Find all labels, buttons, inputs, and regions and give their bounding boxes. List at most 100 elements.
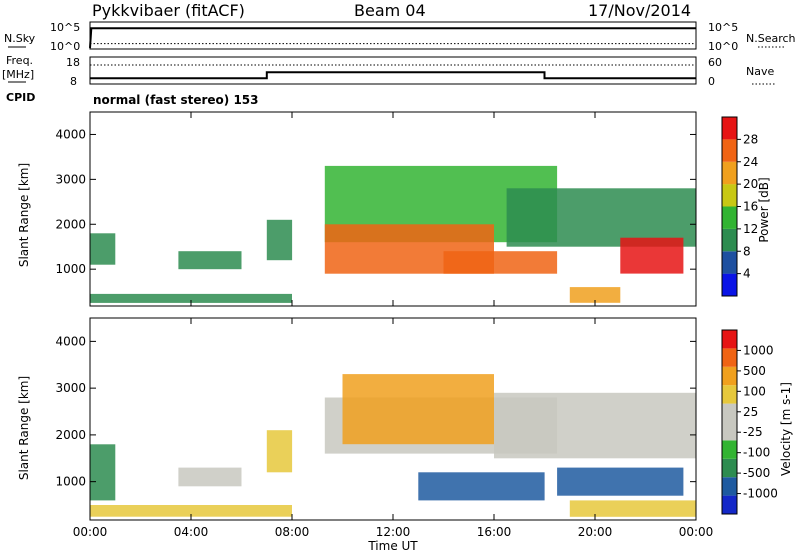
nsky-tick-top: 10^5 bbox=[50, 21, 80, 34]
velocity-colorbar-tick-label-7: 1000 bbox=[743, 343, 774, 357]
x-axis-label: Time UT bbox=[367, 539, 418, 553]
velocity-colorbar-swatch-0 bbox=[722, 495, 737, 514]
nsky-strip: N.Sky 10^5 10^0 10^5 10^0 N.Search bbox=[4, 21, 796, 53]
power-colorbar-tick-label-1: 8 bbox=[743, 244, 751, 258]
velocity-colorbar-tick-label-3: -25 bbox=[743, 425, 763, 439]
power-ytick-label-3: 4000 bbox=[55, 127, 86, 141]
power-colorbar-swatch-4 bbox=[722, 184, 737, 207]
velocity-colorbar-tick-label-2: -100 bbox=[743, 446, 770, 460]
freq-tick-bottom: 8 bbox=[70, 75, 77, 88]
power-colorbar-tick-label-5: 24 bbox=[743, 155, 758, 169]
power-panel: 1000 2000 3000 4000 bbox=[55, 111, 697, 307]
power-colorbar: 4 8 12 16 20 24 28 bbox=[721, 116, 758, 297]
velocity-ytick-label-0: 1000 bbox=[55, 475, 86, 489]
cpid-label: CPID bbox=[6, 91, 35, 104]
velocity-colorbar-swatch-4 bbox=[722, 422, 737, 441]
velocity-colorbar-swatch-3 bbox=[722, 440, 737, 459]
nsearch-tick-bottom: 10^0 bbox=[708, 40, 738, 53]
power-ytick-label-2: 3000 bbox=[55, 172, 86, 186]
x-tick-label-5: 20:00 bbox=[578, 525, 613, 539]
velocity-ytick-label-2: 3000 bbox=[55, 381, 86, 395]
power-colorbar-swatch-1 bbox=[722, 251, 737, 274]
velocity-panel: 1000 2000 3000 4000 bbox=[55, 317, 697, 521]
velocity-colorbar-swatch-2 bbox=[722, 458, 737, 478]
power-ytick-label-1: 2000 bbox=[55, 217, 86, 231]
power-region-8 bbox=[569, 287, 621, 303]
power-region-6 bbox=[443, 251, 558, 274]
power-region-3 bbox=[266, 219, 293, 261]
date-label: 17/Nov/2014 bbox=[588, 1, 691, 20]
velocity-colorbar-tick-label-6: 500 bbox=[743, 364, 766, 378]
velocity-region-7 bbox=[494, 392, 696, 459]
velocity-ytick-label-1: 2000 bbox=[55, 428, 86, 442]
freq-unit-label: [MHz] bbox=[2, 68, 34, 81]
velocity-colorbar-tick-label-5: 100 bbox=[743, 384, 766, 398]
power-region-9 bbox=[620, 237, 684, 274]
velocity-colorbar-tick-label-0: -1000 bbox=[743, 487, 778, 501]
velocity-colorbar-swatch-7 bbox=[722, 366, 737, 386]
velocity-region-9 bbox=[569, 500, 697, 517]
freq-strip-frame bbox=[89, 56, 697, 85]
power-ytick-label-0: 1000 bbox=[55, 262, 86, 276]
power-colorbar-swatch-3 bbox=[722, 206, 737, 229]
freq-tick-top: 18 bbox=[66, 56, 80, 69]
power-y-axis-label: Slant Range [km] bbox=[17, 163, 31, 267]
power-region-1 bbox=[90, 293, 292, 303]
velocity-colorbar-swatch-5 bbox=[722, 403, 737, 422]
velocity-region-3 bbox=[266, 430, 293, 473]
velocity-region-1 bbox=[90, 505, 292, 517]
velocity-region-2 bbox=[178, 467, 242, 487]
velocity-colorbar-swatch-1 bbox=[722, 477, 737, 496]
velocity-colorbar-frame bbox=[721, 329, 738, 515]
x-axis: 00:00 04:00 08:00 12:00 16:00 20:00 00:00 bbox=[73, 525, 714, 539]
velocity-colorbar-swatch-9 bbox=[722, 330, 737, 349]
power-colorbar-swatch-6 bbox=[722, 139, 737, 162]
x-tick-label-0: 00:00 bbox=[73, 525, 108, 539]
nsky-series-line bbox=[89, 27, 696, 49]
x-tick-label-3: 12:00 bbox=[376, 525, 411, 539]
x-tick-label-1: 04:00 bbox=[174, 525, 209, 539]
cpid-text: normal (fast stereo) 153 bbox=[93, 93, 259, 107]
nave-label: Nave bbox=[746, 65, 774, 78]
x-tick-label-4: 16:00 bbox=[477, 525, 512, 539]
nsky-tick-bottom: 10^0 bbox=[50, 40, 80, 53]
velocity-region-6 bbox=[418, 472, 545, 501]
velocity-region-5 bbox=[342, 374, 494, 445]
x-tick-label-2: 08:00 bbox=[275, 525, 310, 539]
power-region-0 bbox=[90, 233, 116, 265]
velocity-region-0 bbox=[90, 444, 116, 501]
power-colorbar-swatch-0 bbox=[722, 273, 737, 296]
freq-series-line bbox=[90, 71, 696, 80]
freq-strip: Freq. [MHz] 18 8 60 0 Nave CPID normal (… bbox=[2, 54, 776, 107]
figure-title: Pykkvibaer (fitACF) bbox=[92, 1, 245, 20]
velocity-colorbar: -1000 -500 -100 -25 25 100 500 1000 bbox=[721, 329, 778, 515]
x-tick-label-6: 00:00 bbox=[679, 525, 714, 539]
power-colorbar-label: Power [dB] bbox=[757, 177, 771, 242]
velocity-colorbar-swatch-6 bbox=[722, 385, 737, 404]
power-colorbar-tick-label-4: 20 bbox=[743, 177, 758, 191]
velocity-y-axis-label: Slant Range [km] bbox=[17, 376, 31, 480]
beam-label: Beam 04 bbox=[354, 1, 426, 20]
nave-tick-top: 60 bbox=[708, 56, 722, 69]
velocity-region-8 bbox=[557, 467, 684, 496]
nsky-strip-frame bbox=[89, 21, 697, 50]
power-colorbar-swatch-2 bbox=[722, 228, 737, 252]
nsearch-label: N.Search bbox=[746, 32, 796, 45]
power-colorbar-tick-label-3: 16 bbox=[743, 200, 758, 214]
velocity-colorbar-tick-label-1: -500 bbox=[743, 466, 770, 480]
velocity-colorbar-label: Velocity [m s-1] bbox=[779, 382, 793, 476]
velocity-ytick-label-3: 4000 bbox=[55, 334, 86, 348]
power-region-7 bbox=[506, 188, 696, 247]
nsky-label: N.Sky bbox=[4, 32, 36, 45]
power-colorbar-tick-label-0: 4 bbox=[743, 267, 751, 281]
power-region-2 bbox=[178, 251, 242, 270]
power-colorbar-swatch-7 bbox=[722, 117, 737, 140]
freq-label: Freq. bbox=[6, 54, 33, 67]
power-colorbar-tick-label-2: 12 bbox=[743, 222, 758, 236]
velocity-colorbar-swatch-8 bbox=[722, 348, 737, 367]
power-colorbar-tick-label-6: 28 bbox=[743, 132, 758, 146]
nave-tick-bottom: 0 bbox=[708, 75, 715, 88]
velocity-colorbar-tick-label-4: 25 bbox=[743, 405, 758, 419]
power-colorbar-swatch-5 bbox=[722, 161, 737, 185]
